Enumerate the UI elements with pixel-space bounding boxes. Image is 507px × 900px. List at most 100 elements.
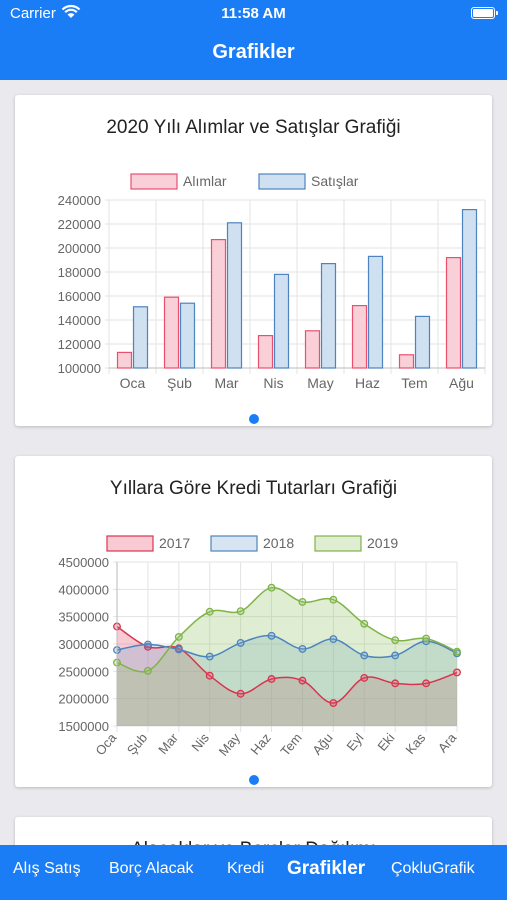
point-2017 <box>391 679 400 688</box>
battery-icon <box>471 7 498 19</box>
chart-title: Yıllara Göre Kredi Tutarları Grafiği <box>109 478 398 499</box>
point-2018 <box>329 635 338 644</box>
point-2019 <box>267 583 276 592</box>
point-2019 <box>360 619 369 628</box>
tab-alis-satis[interactable]: Alış Satış <box>13 860 81 877</box>
legend-label: Alımlar <box>183 173 227 189</box>
x-tick-label: Eki <box>374 730 397 754</box>
point-2018 <box>236 638 245 647</box>
status-bar: Carrier 11:58 AM <box>0 0 507 28</box>
y-tick-label: 200000 <box>58 241 101 256</box>
area-chart-card: Yıllara Göre Kredi Tutarları Grafiği 201… <box>15 456 492 787</box>
area-2018 <box>117 635 457 726</box>
bar-alımlar <box>257 335 274 369</box>
page-indicator-dot[interactable] <box>249 414 259 424</box>
chart-title: 2020 Yılı Alımlar ve Satışlar Grafiği <box>106 117 401 138</box>
legend-swatch <box>314 535 362 552</box>
x-tick-label: Mar <box>214 375 238 391</box>
legend-swatch <box>130 173 178 190</box>
clock: 11:58 AM <box>221 5 286 22</box>
y-tick-label: 220000 <box>58 217 101 232</box>
bar-satışlar <box>461 208 478 369</box>
y-tick-label: 140000 <box>58 313 101 328</box>
y-tick-label: 180000 <box>58 265 101 280</box>
y-tick-label: 100000 <box>58 361 101 376</box>
point-2018 <box>267 631 276 640</box>
point-2018 <box>391 651 400 660</box>
point-2017 <box>298 676 307 685</box>
bar-satışlar <box>179 302 196 369</box>
point-2019 <box>205 607 214 616</box>
page-title: Grafikler <box>212 41 295 63</box>
y-tick-label: 3000000 <box>58 637 109 652</box>
x-tick-label: Şub <box>167 375 192 391</box>
credit-amounts-area-chart: 2017 2018 2019 4500000 4000000 3500000 3000000… <box>58 535 461 759</box>
x-tick-label: Haz <box>247 730 273 757</box>
y-tick-label: 2000000 <box>58 692 109 707</box>
x-tick-label: Oca <box>120 375 146 391</box>
point-2018 <box>174 645 183 654</box>
point-2019 <box>298 597 307 606</box>
tab-bar: Alış Satış Borç Alacak Kredi Grafikler Ç… <box>0 845 507 900</box>
x-tick-label: Tem <box>277 730 304 758</box>
x-tick-label: May <box>307 375 333 391</box>
legend-label: 2017 <box>159 535 190 551</box>
legend-label: 2019 <box>367 535 398 551</box>
point-2018 <box>298 644 307 653</box>
tab-kredi[interactable]: Kredi <box>227 860 265 877</box>
purchases-sales-bar-chart: Alımlar Satışlar 240000 220000 200000 180000 1… <box>58 173 486 391</box>
y-tick-label: 1500000 <box>58 719 109 734</box>
point-2019 <box>236 607 245 616</box>
bar-satışlar <box>367 255 384 369</box>
x-tick-label: Ağu <box>449 375 474 391</box>
tab-grafikler[interactable]: Grafikler <box>287 858 366 879</box>
area-2019 <box>117 587 457 726</box>
point-2019 <box>329 595 338 604</box>
x-tick-label: Haz <box>355 375 380 391</box>
y-tick-label: 240000 <box>58 193 101 208</box>
wifi-icon <box>61 4 81 18</box>
y-tick-label: 4000000 <box>58 582 109 597</box>
legend-label: Satışlar <box>311 173 359 189</box>
y-tick-label: 4500000 <box>58 555 109 570</box>
page-indicator-dot[interactable] <box>249 775 259 785</box>
point-2018 <box>205 652 214 661</box>
point-2018 <box>360 651 369 660</box>
x-tick-label: Nis <box>188 730 212 754</box>
point-2017 <box>267 675 276 683</box>
legend-swatch <box>258 173 306 190</box>
y-tick-label: 3500000 <box>58 610 109 625</box>
nav-bar: Grafikler <box>0 28 507 80</box>
y-tick-label: 2500000 <box>58 664 109 679</box>
bar-chart-card: 2020 Yılı Alımlar ve Satışlar Grafiği Al… <box>15 95 492 426</box>
point-2019 <box>143 666 152 675</box>
point-2017 <box>236 689 245 698</box>
x-tick-label: Nis <box>263 375 283 391</box>
bar-alımlar <box>116 351 133 369</box>
bar-satışlar <box>320 263 337 369</box>
x-tick-label: Tem <box>401 375 427 391</box>
x-tick-label: Mar <box>155 730 181 757</box>
point-2019 <box>391 636 400 645</box>
point-2017 <box>205 671 214 680</box>
bar-alımlar <box>304 330 321 369</box>
area-2017 <box>117 626 457 726</box>
bar-alımlar <box>398 354 415 369</box>
x-tick-label: May <box>216 730 244 759</box>
point-2019 <box>453 647 461 656</box>
point-2017 <box>422 679 431 688</box>
legend-swatch <box>210 535 258 552</box>
bar-alımlar <box>210 239 227 369</box>
tab-borc-alacak[interactable]: Borç Alacak <box>109 860 194 877</box>
x-tick-label: Ara <box>435 730 460 756</box>
legend-label: 2018 <box>263 535 294 551</box>
point-2018 <box>143 640 152 649</box>
bar-satışlar <box>273 273 290 369</box>
point-2019 <box>422 634 431 643</box>
legend-swatch <box>106 535 154 552</box>
bar-alımlar <box>445 257 462 369</box>
bar-satışlar <box>414 315 431 369</box>
tab-coklu-grafik[interactable]: ÇokluGrafik <box>391 860 475 877</box>
bar-satışlar <box>226 222 243 369</box>
point-2019 <box>174 632 183 641</box>
